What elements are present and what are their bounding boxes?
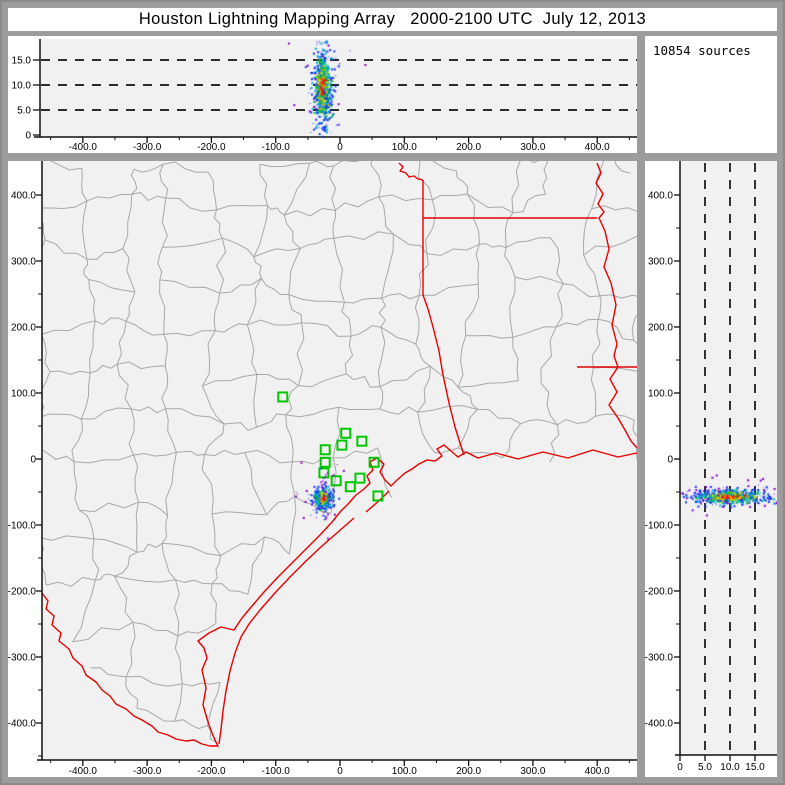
- tick-label: -200.0: [197, 142, 226, 153]
- tick-label: 100.0: [648, 389, 673, 400]
- tick-label: 15.0: [745, 762, 765, 773]
- plot-area: [40, 39, 637, 137]
- tick-label: 300.0: [648, 257, 673, 268]
- tick-label: -400.0: [69, 766, 98, 777]
- tick-label: 100.0: [392, 766, 417, 777]
- plan-view-map-svg: 400.0 300.0 200.0 100.0 0 -100.0 -200.0 -300.0 -…: [8, 161, 637, 777]
- tick-label: 200.0: [648, 323, 673, 334]
- tick-label: 400.0: [648, 191, 673, 202]
- tick-label: -100.0: [262, 766, 291, 777]
- tick-label: -400.0: [8, 719, 36, 730]
- county-line: [37, 449, 41, 495]
- tick-label: -100.0: [645, 521, 673, 532]
- tick-label: -400.0: [69, 142, 98, 153]
- tick-label: 0: [337, 142, 343, 153]
- tick-label: 0: [667, 455, 673, 466]
- altitude-ns-plot-svg: 400.0 300.0 200.0 100.0 0 -100.0 -200.0 -300.0 -…: [645, 161, 777, 773]
- tick-label: 100.0: [11, 389, 36, 400]
- panel-altitude-vs-northsouth: 400.0 300.0 200.0 100.0 0 -100.0 -200.0 -300.0 -…: [645, 161, 777, 777]
- tick-label: 0: [25, 131, 31, 142]
- tick-label: 200.0: [456, 766, 481, 777]
- tick-label: -300.0: [133, 142, 162, 153]
- tick-label: -400.0: [645, 719, 673, 730]
- tick-label: -300.0: [645, 653, 673, 664]
- tick-label: 200.0: [11, 323, 36, 334]
- tick-label: 400.0: [585, 766, 610, 777]
- tick-label: 10.0: [12, 81, 32, 92]
- tick-label: 5.0: [17, 106, 31, 117]
- panel-source-count: 10854 sources: [645, 36, 777, 153]
- source-count-label: 10854 sources: [653, 43, 751, 58]
- tick-label: -100.0: [262, 142, 291, 153]
- tick-label: 100.0: [392, 142, 417, 153]
- tick-label: 200.0: [456, 142, 481, 153]
- tick-label: 300.0: [520, 766, 545, 777]
- altitude-ew-plot-svg: 0 5.0 10.0 15.0 -400.0 -300.0 -200.0 -100.0 0 100…: [12, 39, 637, 153]
- tick-label: 300.0: [520, 142, 545, 153]
- tick-label: 400.0: [585, 142, 610, 153]
- tick-label: 0: [30, 455, 36, 466]
- plot-area: [680, 161, 777, 755]
- tick-label: -100.0: [8, 521, 36, 532]
- tick-label: -300.0: [8, 653, 36, 664]
- tick-label: -200.0: [645, 587, 673, 598]
- panel-altitude-vs-eastwest: 0 5.0 10.0 15.0 -400.0 -300.0 -200.0 -100.0 0 100…: [8, 36, 637, 153]
- title-bar: Houston Lightning Mapping Array 2000-210…: [8, 8, 777, 31]
- tick-label: 10.0: [720, 762, 740, 773]
- plot-area: [42, 161, 637, 760]
- tick-label: -200.0: [197, 766, 226, 777]
- tick-label: -200.0: [8, 587, 36, 598]
- panel-plan-view-map: 400.0 300.0 200.0 100.0 0 -100.0 -200.0 -300.0 -…: [8, 161, 637, 777]
- page-title: Houston Lightning Mapping Array 2000-210…: [138, 10, 647, 28]
- tick-label: 15.0: [12, 56, 32, 67]
- tick-label: 400.0: [11, 191, 36, 202]
- tick-label: 300.0: [11, 257, 36, 268]
- tick-label: 0: [337, 766, 343, 777]
- tick-label: -300.0: [133, 766, 162, 777]
- tick-label: 5.0: [698, 762, 712, 773]
- tick-label: 0: [677, 762, 683, 773]
